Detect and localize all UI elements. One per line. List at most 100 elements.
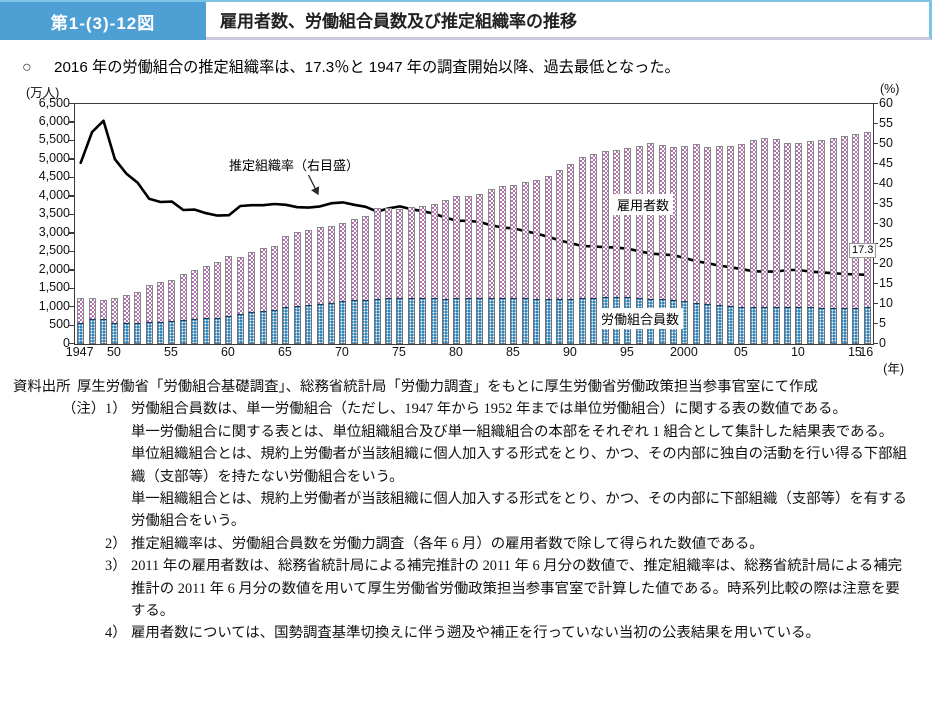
right-axis-tick-label: 15 [879,275,893,290]
x-axis-tick-label: 15 [847,345,862,359]
members-bar [784,306,791,344]
x-axis-tick-label: 65 [277,345,292,359]
x-axis-tick-label: 10 [790,345,805,359]
right-axis-tickmark [873,323,878,325]
members-bar [385,298,392,344]
members-bar [692,302,700,344]
members-bar [305,305,313,344]
plot-area: 推定組織率（右目盛） 雇用者数 労働組合員数 17.3 [74,103,877,345]
members-bar [157,321,164,344]
members-bar [202,318,210,344]
members-bar [578,298,586,344]
annotation-arrow-icon [307,173,320,196]
left-axis-tick-label: 2,000 [38,261,70,276]
right-axis-tick-label: 10 [879,295,893,310]
figure-header: 第1-(3)-12図 雇用者数、労働組合員数及び推定組織率の推移 [0,0,932,40]
right-axis-tick-label: 60 [879,95,893,110]
right-axis-tickmark [873,263,878,265]
left-axis-tickmark [69,250,74,253]
members-bar [362,300,370,344]
members-bar [122,323,130,344]
members-bar [487,298,495,344]
left-axis-tickmark [69,139,74,142]
note-number: 1） [105,401,127,418]
left-axis-tickmark [69,269,74,271]
members-bar [430,298,438,344]
members-bar [464,298,472,344]
members-bar [100,319,107,344]
right-axis-tick-label: 35 [879,195,893,210]
right-axis-tickmark [873,143,878,145]
members-bar [77,323,85,344]
left-axis-tickmark [69,213,74,216]
source-label: 資料出所 [13,379,71,395]
members-bar [316,303,324,344]
members-bar [282,306,290,344]
notes-label: （注） [62,401,106,418]
note-number: 3） [105,558,127,575]
left-axis-tickmark [69,176,74,179]
figure-title: 雇用者数、労働組合員数及び推定組織率の推移 [220,12,577,31]
x-axis-tick-label: 55 [163,345,178,359]
members-bar [476,298,484,344]
right-axis-tick-label: 55 [879,115,893,130]
chart-area: (万人) (%) (年) 推定組織率（右目盛） 雇用者数 労働組合員数 17.3… [26,82,906,378]
x-axis-tick-label: 16 [859,345,874,359]
x-axis-tick-label: 05 [733,345,748,359]
left-axis-tick-label: 4,000 [38,187,70,202]
left-axis-tick-label: 6,000 [38,113,70,128]
members-bar [396,297,404,344]
right-axis-tickmark [873,183,878,185]
members-bar [806,307,814,344]
members-bar [225,315,233,344]
right-axis-unit: (%) [880,82,900,96]
note-item: 2） 推定組織率は、労働組合員数を労働力調査（各年 6 月）の雇用者数で除して得ら… [105,533,910,555]
members-bar [863,307,871,344]
right-axis-tickmark [873,203,878,205]
members-bar [88,319,96,344]
members-bar [761,306,769,344]
note-item: 1） 労働組合員数は、単一労働組合（ただし、1947 年から 1952 年までは単… [105,398,910,532]
members-bar [191,319,199,344]
left-axis-tickmark [69,103,74,105]
x-axis-tick-label: 90 [562,345,577,359]
right-axis-tickmark [873,103,878,105]
note-text: 2011 年の雇用者数は、総務省統計局による補完推計の 2011 年 6 月分の… [131,558,902,620]
right-axis-tick-label: 30 [879,215,893,230]
members-bar [293,305,301,344]
left-axis-tick-label: 3,500 [38,206,70,221]
members-bar [727,305,734,344]
members-bar [214,317,221,344]
left-axis-tickmark [69,232,74,234]
summary-text: 2016 年の労働組合の推定組織率は、17.3％と 1947 年の調査開始以降、… [54,59,680,76]
x-axis-unit: (年) [883,362,904,376]
left-axis-tick-label: 1,000 [38,298,70,313]
left-axis-tick-label: 500 [49,317,70,332]
left-axis-tickmark [69,343,74,345]
right-axis-tick-label: 25 [879,235,893,250]
left-axis-tick-label: 0 [63,335,70,350]
members-bar [259,310,267,344]
source-row: 資料出所 厚生労働省「労働組合基礎調査」、総務省統計局「労働力調査」をもとに厚生… [13,376,910,398]
left-axis-tick-label: 5,000 [38,150,70,165]
rate-line-label: 推定組織率（右目盛） [225,154,364,175]
members-bar [350,300,358,344]
footer-notes: 資料出所 厚生労働省「労働組合基礎調査」、総務省統計局「労働力調査」をもとに厚生… [13,376,910,645]
right-axis-tick-label: 50 [879,135,893,150]
left-axis-tick-label: 4,500 [38,169,70,184]
x-axis-tick-label: 75 [391,345,406,359]
members-bar [407,297,415,344]
x-axis-tick-label: 1947 [65,345,94,359]
members-bar [521,298,529,344]
circle-bullet-icon: ○ [22,59,32,76]
left-axis-tick-label: 5,500 [38,132,70,147]
right-axis-tickmark [873,283,878,285]
right-axis-tick-label: 5 [879,315,886,330]
source-text: 厚生労働省「労働組合基礎調査」、総務省統計局「労働力調査」をもとに厚生労働省労働… [77,379,818,395]
members-bar [556,298,563,344]
members-bar [442,298,449,344]
note-item: 3） 2011 年の雇用者数は、総務省統計局による補完推計の 2011 年 6 月… [105,555,910,622]
left-axis-tickmark [69,121,74,123]
members-bar [168,321,176,344]
